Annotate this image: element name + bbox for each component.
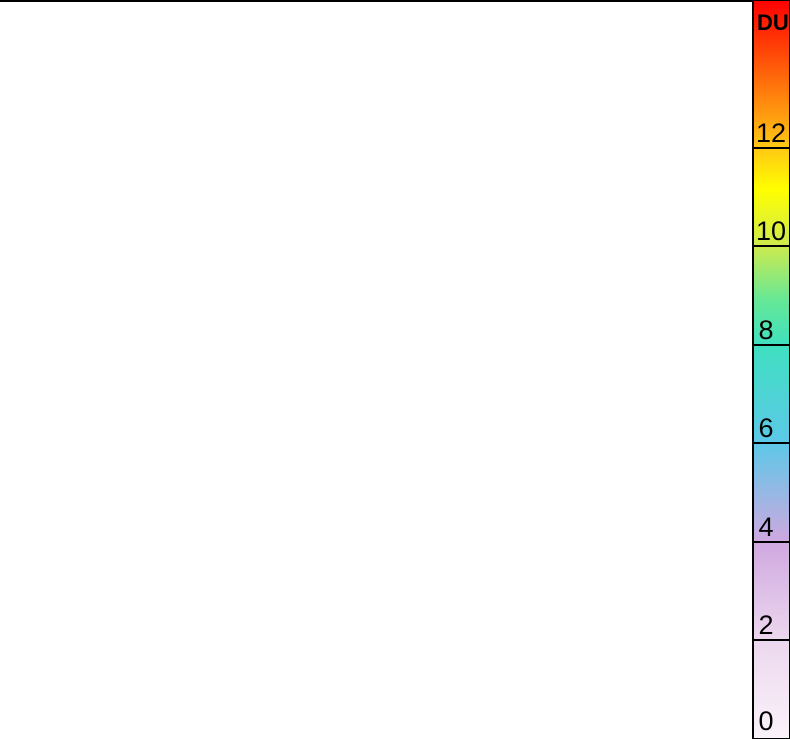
svg-text:10: 10 (756, 216, 786, 246)
svg-text:DU: DU (757, 10, 789, 35)
svg-text:6: 6 (758, 413, 773, 443)
svg-text:8: 8 (758, 315, 773, 345)
svg-text:12: 12 (756, 118, 786, 148)
svg-text:0: 0 (758, 706, 773, 736)
svg-text:2: 2 (758, 610, 773, 640)
svg-text:4: 4 (758, 512, 773, 542)
